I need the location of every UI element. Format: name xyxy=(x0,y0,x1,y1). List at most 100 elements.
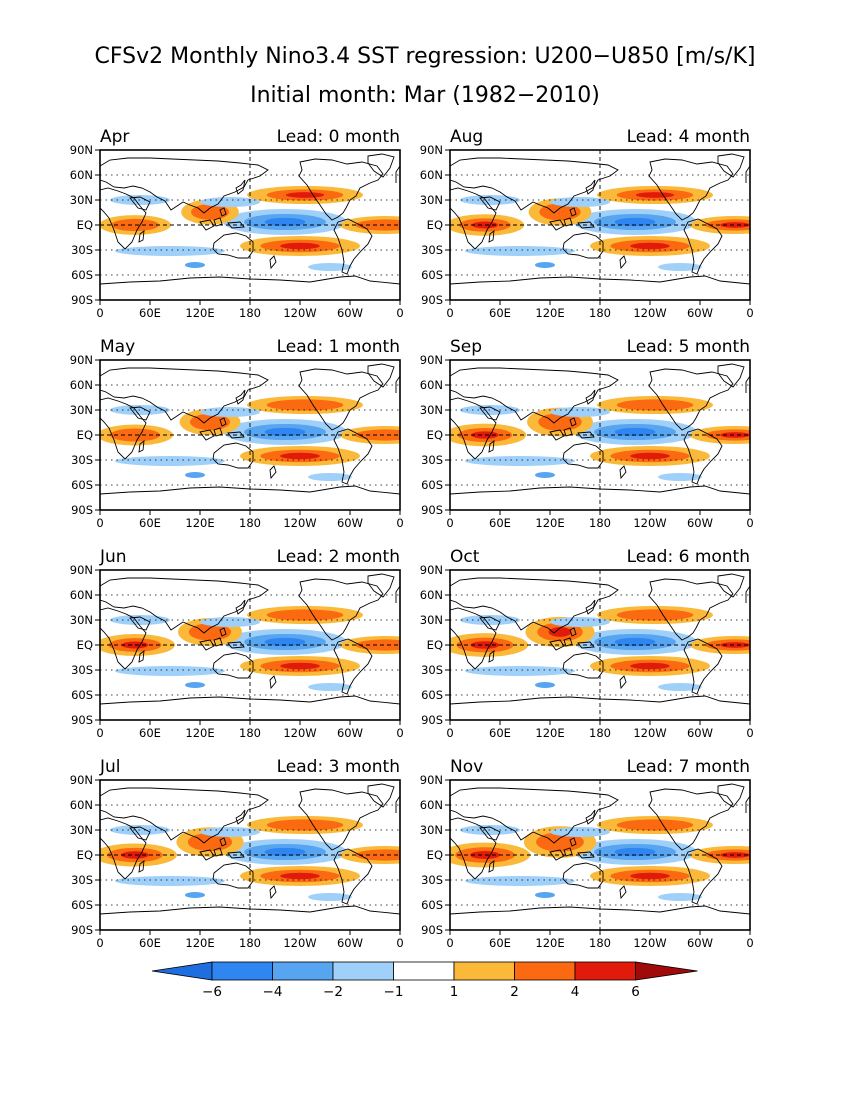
lat-tick-label: 30S xyxy=(71,873,93,887)
lon-tick-label: 0 xyxy=(396,936,403,950)
lon-tick-label: 0 xyxy=(96,516,103,530)
lon-tick-label: 0 xyxy=(396,726,403,740)
lon-tick-label: 60W xyxy=(337,306,363,320)
colorbar-label: −4 xyxy=(263,984,283,1000)
map-panel: Nov Lead: 7 month 0 60E 120E 180 120W 60W 0 90N 60… xyxy=(420,757,754,950)
lon-tick-label: 180 xyxy=(239,306,261,320)
lon-tick-label: 120W xyxy=(283,726,316,740)
lat-tick-label: 90S xyxy=(421,293,443,307)
lon-tick-label: 60W xyxy=(337,936,363,950)
lat-tick-label: 90S xyxy=(71,503,93,517)
figure-title: CFSv2 Monthly Nino3.4 SST regression: U2… xyxy=(95,44,756,69)
lon-tick-label: 120W xyxy=(633,306,666,320)
lon-tick-label: 120W xyxy=(283,516,316,530)
lat-tick-label: 30N xyxy=(420,193,443,207)
lat-tick-label: 30N xyxy=(70,193,93,207)
lat-tick-label: 60N xyxy=(70,588,93,602)
lat-tick-label: 90N xyxy=(420,143,443,157)
lat-tick-label: 60S xyxy=(71,688,93,702)
lat-tick-label: 60S xyxy=(421,268,443,282)
lat-tick-label: 90N xyxy=(70,563,93,577)
lat-tick-label: 60S xyxy=(71,898,93,912)
panel-grid: Apr Lead: 0 month 0 60E 120E 180 120W 60W 0 90N 60… xyxy=(70,127,754,950)
colorbar-label: 6 xyxy=(631,984,640,1000)
lat-tick-label: 60N xyxy=(420,168,443,182)
lon-tick-label: 120E xyxy=(535,306,564,320)
lon-tick-label: 120E xyxy=(185,936,214,950)
lon-tick-label: 120W xyxy=(633,936,666,950)
lon-tick-label: 60E xyxy=(139,516,161,530)
regression-shading xyxy=(450,396,750,481)
lat-tick-label: EQ xyxy=(427,848,443,862)
lat-tick-label: 30N xyxy=(70,403,93,417)
map-panel: Jul Lead: 3 month 0 60E 120E 180 120W 60W 0 90N 60… xyxy=(70,757,404,950)
lat-tick-label: 90N xyxy=(70,773,93,787)
lon-tick-label: 0 xyxy=(446,726,453,740)
lat-tick-label: 30S xyxy=(71,663,93,677)
regression-shading xyxy=(450,186,750,271)
lon-tick-label: 180 xyxy=(239,516,261,530)
colorbar-label: −2 xyxy=(323,984,343,1000)
lon-tick-label: 60W xyxy=(687,306,713,320)
panel-month-label: May xyxy=(100,337,135,357)
lon-tick-label: 180 xyxy=(589,726,611,740)
lon-tick-label: 0 xyxy=(746,726,753,740)
lon-tick-label: 180 xyxy=(239,726,261,740)
lon-tick-label: 0 xyxy=(446,516,453,530)
regression-shading xyxy=(100,186,400,271)
regression-shading xyxy=(100,396,400,481)
lat-tick-label: 30N xyxy=(420,613,443,627)
colorbar-label: −6 xyxy=(202,984,222,1000)
colorbar: −6 −4 −2 −1 1 2 4 6 xyxy=(151,961,698,1000)
panel-month-label: Apr xyxy=(100,127,129,147)
lat-tick-label: EQ xyxy=(77,218,93,232)
lat-tick-label: 90S xyxy=(71,923,93,937)
lat-tick-label: 30N xyxy=(420,823,443,837)
lat-tick-label: EQ xyxy=(427,218,443,232)
lat-tick-label: 90N xyxy=(70,353,93,367)
lon-tick-label: 60E xyxy=(489,726,511,740)
lon-tick-label: 60W xyxy=(687,936,713,950)
colorbar-label: 2 xyxy=(510,984,519,1000)
lat-tick-label: 90N xyxy=(420,563,443,577)
lat-tick-label: 90N xyxy=(420,353,443,367)
panel-month-label: Jun xyxy=(99,547,127,567)
colorbar-swatch xyxy=(151,961,213,981)
colorbar-swatch xyxy=(514,961,576,981)
lat-tick-label: 60N xyxy=(420,588,443,602)
lon-tick-label: 60W xyxy=(337,726,363,740)
lon-tick-label: 120E xyxy=(535,516,564,530)
map-panel: Aug Lead: 4 month 0 60E 120E 180 120W 60W 0 90N 60… xyxy=(420,127,754,320)
lon-tick-label: 180 xyxy=(589,936,611,950)
lat-tick-label: 60S xyxy=(71,268,93,282)
lon-tick-label: 60E xyxy=(489,306,511,320)
lat-tick-label: 90S xyxy=(71,293,93,307)
lat-tick-label: 60N xyxy=(70,378,93,392)
panel-month-label: Nov xyxy=(450,757,483,777)
lat-tick-label: EQ xyxy=(77,638,93,652)
colorbar-swatch xyxy=(574,961,636,981)
lat-tick-label: 30S xyxy=(421,873,443,887)
map-panel: Jun Lead: 2 month 0 60E 120E 180 120W 60W 0 90N 60… xyxy=(70,547,404,740)
lon-tick-label: 0 xyxy=(396,306,403,320)
panel-month-label: Oct xyxy=(450,547,480,567)
panel-lead-label: Lead: 1 month xyxy=(277,337,400,357)
lat-tick-label: 90S xyxy=(421,503,443,517)
panel-lead-label: Lead: 7 month xyxy=(627,757,750,777)
lat-tick-label: 30S xyxy=(71,243,93,257)
lon-tick-label: 120E xyxy=(535,936,564,950)
colorbar-label: 4 xyxy=(571,984,580,1000)
lat-tick-label: 90S xyxy=(421,713,443,727)
lon-tick-label: 120W xyxy=(633,726,666,740)
panel-lead-label: Lead: 6 month xyxy=(627,547,750,567)
lat-tick-label: 90N xyxy=(70,143,93,157)
lat-tick-label: 30N xyxy=(70,823,93,837)
lon-tick-label: 60E xyxy=(139,726,161,740)
lat-tick-label: 30S xyxy=(421,663,443,677)
colorbar-swatch xyxy=(393,961,455,981)
lat-tick-label: EQ xyxy=(77,428,93,442)
lon-tick-label: 180 xyxy=(239,936,261,950)
lon-tick-label: 180 xyxy=(589,516,611,530)
lat-tick-label: 60S xyxy=(71,478,93,492)
